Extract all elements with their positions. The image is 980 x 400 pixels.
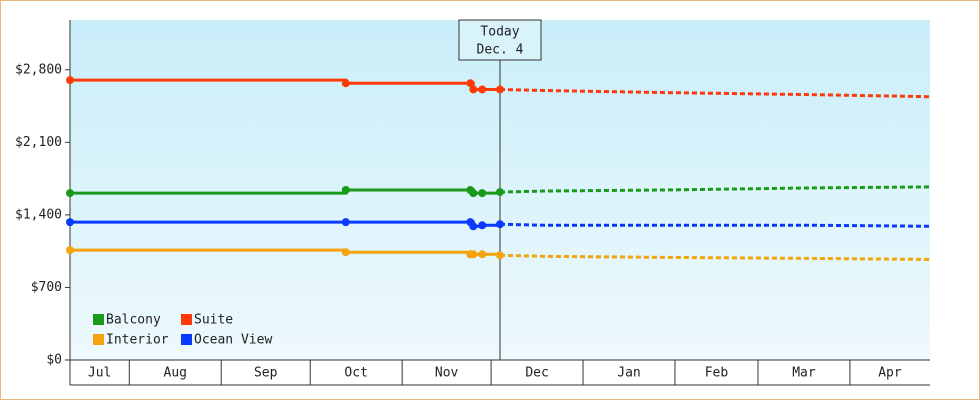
series-point xyxy=(496,251,504,260)
series-forecast xyxy=(499,222,931,228)
legend-label: Ocean View xyxy=(194,333,272,348)
series-forecast xyxy=(499,87,931,99)
x-tick-label: Jan xyxy=(617,366,640,381)
today-date: Dec. 4 xyxy=(477,43,524,58)
series-point xyxy=(466,79,475,88)
series-point xyxy=(341,248,350,257)
legend-label: Balcony xyxy=(106,313,161,328)
y-tick-label: $2,100 xyxy=(15,135,62,150)
legend-swatch xyxy=(181,334,192,345)
series-point xyxy=(478,250,487,259)
today-box xyxy=(458,19,542,61)
series-point xyxy=(341,186,350,194)
x-tick-label: Apr xyxy=(878,366,902,381)
y-tick-label: $2,800 xyxy=(15,62,62,77)
legend-label: Suite xyxy=(194,313,233,328)
series-point xyxy=(66,218,74,227)
legend-label: Interior xyxy=(106,333,169,348)
legend-swatch xyxy=(93,334,104,345)
series-forecast xyxy=(499,253,931,261)
x-tick-label: Jul xyxy=(88,366,111,381)
today-label: Today xyxy=(480,25,519,40)
x-tick-label: Mar xyxy=(792,366,816,381)
series-point xyxy=(496,220,504,229)
series-point xyxy=(341,218,350,227)
legend-swatch xyxy=(181,314,192,325)
series-point xyxy=(478,85,487,94)
series-point xyxy=(478,221,487,230)
series-point xyxy=(469,189,478,198)
y-tick-label: $1,400 xyxy=(15,207,62,222)
y-tick-label: $700 xyxy=(31,280,62,295)
series-point xyxy=(66,189,74,198)
x-tick-label: Oct xyxy=(344,366,367,381)
x-tick-label: Sep xyxy=(254,366,278,381)
x-tick-label: Nov xyxy=(435,366,459,381)
series-point xyxy=(341,79,350,88)
series-point xyxy=(66,246,74,255)
legend-swatch xyxy=(93,314,104,325)
series-point xyxy=(469,85,478,94)
x-tick-label: Aug xyxy=(164,366,187,381)
x-tick-label: Dec xyxy=(525,366,548,381)
series-point xyxy=(469,222,478,231)
y-tick-label: $0 xyxy=(46,353,62,368)
series-point xyxy=(469,250,478,259)
x-tick-label: Feb xyxy=(705,366,729,381)
series-point xyxy=(478,189,487,198)
series-point xyxy=(496,188,504,197)
series-point xyxy=(66,76,74,85)
series-point xyxy=(496,85,504,94)
series-forecast xyxy=(499,185,931,194)
